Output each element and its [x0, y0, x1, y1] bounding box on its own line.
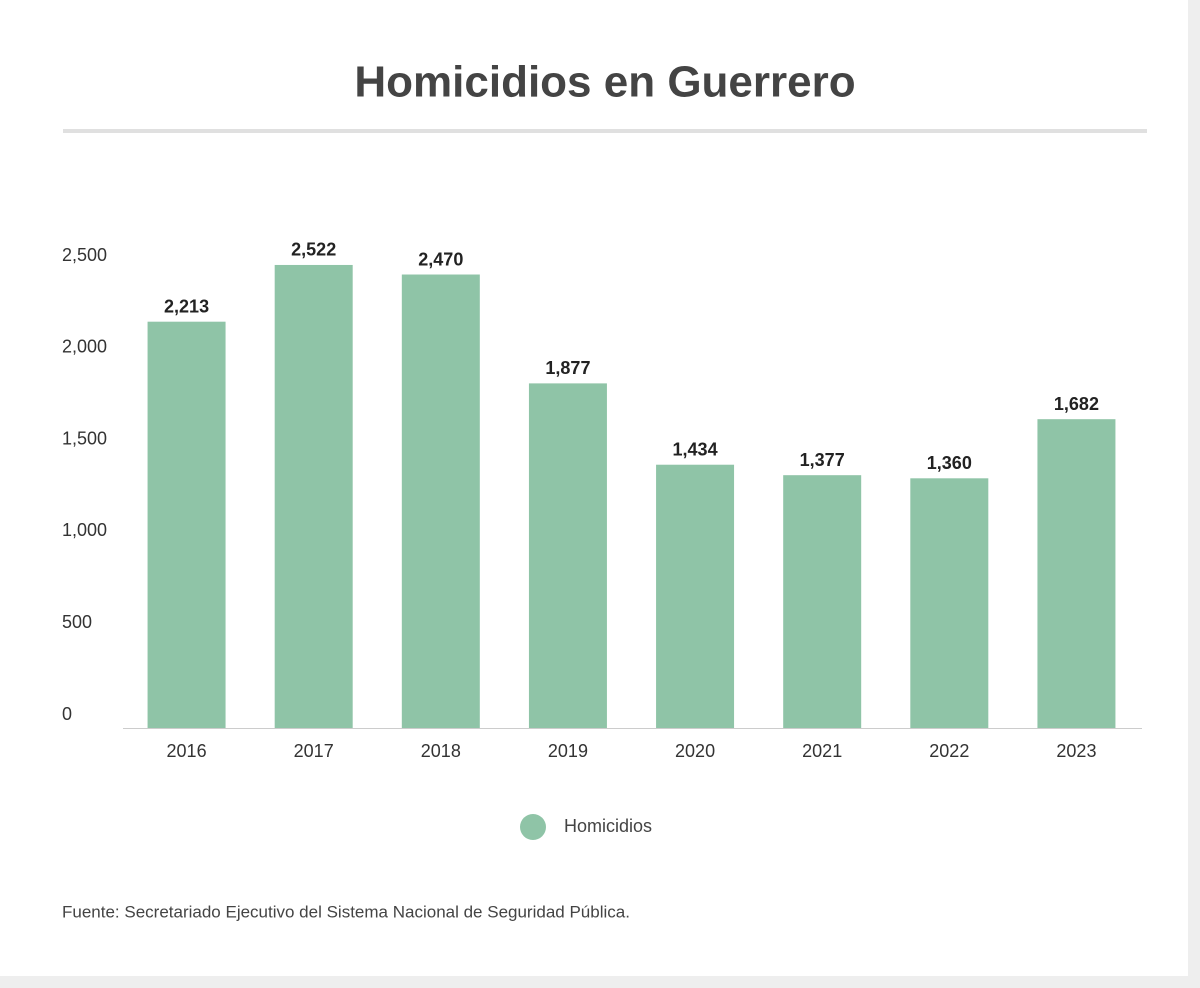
x-tick-label: 2016 — [167, 741, 207, 761]
y-tick-label: 0 — [62, 704, 72, 724]
bar — [274, 264, 353, 728]
x-tick-label: 2018 — [421, 741, 461, 761]
bar — [528, 383, 607, 728]
value-label: 1,434 — [673, 439, 718, 459]
x-tick-label: 2020 — [675, 741, 715, 761]
y-tick-label: 2,000 — [62, 337, 107, 357]
bar — [783, 475, 862, 728]
y-tick-label: 1,000 — [62, 520, 107, 540]
value-label: 1,877 — [545, 358, 590, 378]
x-tick-label: 2021 — [802, 741, 842, 761]
value-label: 1,360 — [927, 453, 972, 473]
y-tick-label: 2,500 — [62, 245, 107, 265]
bar — [147, 321, 226, 728]
x-tick-label: 2019 — [548, 741, 588, 761]
legend-swatch — [520, 814, 546, 840]
legend-label: Homicidios — [564, 816, 652, 836]
x-tick-label: 2017 — [294, 741, 334, 761]
source-note: Fuente: Secretariado Ejecutivo del Siste… — [62, 902, 630, 921]
chart-title: Homicidios en Guerrero — [354, 58, 855, 107]
value-label: 2,213 — [164, 296, 209, 316]
bar — [1037, 419, 1116, 728]
value-label: 1,377 — [800, 450, 845, 470]
x-tick-label: 2022 — [929, 741, 969, 761]
bar — [910, 478, 989, 728]
bar — [401, 274, 480, 728]
bar — [656, 464, 735, 728]
value-label: 2,470 — [418, 249, 463, 269]
value-label: 2,522 — [291, 240, 336, 260]
x-tick-label: 2023 — [1056, 741, 1096, 761]
y-tick-label: 500 — [62, 612, 92, 632]
y-tick-label: 1,500 — [62, 428, 107, 448]
value-label: 1,682 — [1054, 394, 1099, 414]
